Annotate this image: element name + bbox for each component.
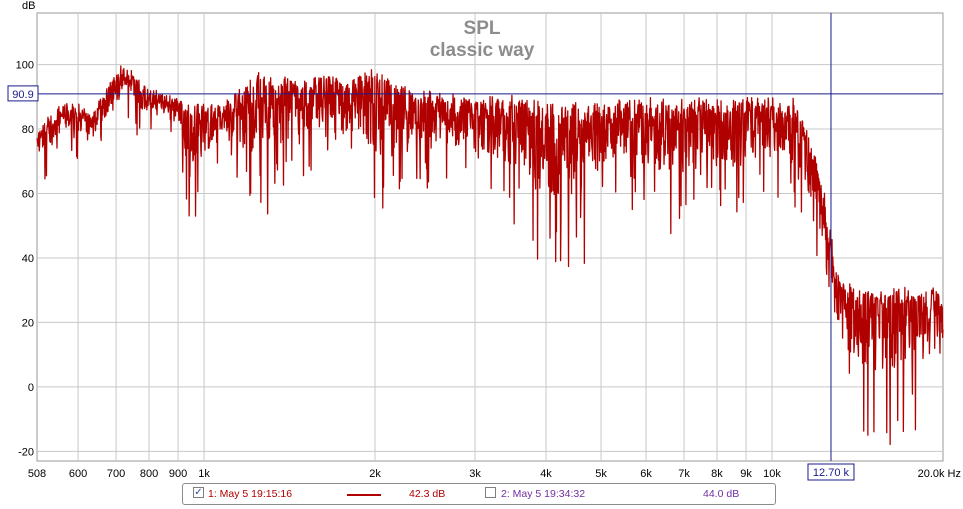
series-2-cursor-value: 44.0 dB	[703, 488, 740, 500]
y-tick-label: 80	[22, 124, 34, 136]
x-tick-label: 6k	[640, 468, 652, 480]
x-tick-label: 508	[28, 468, 46, 480]
x-tick-label: 3k	[469, 468, 481, 480]
x-tick-label: 900	[169, 468, 187, 480]
y-tick-label: 60	[22, 188, 34, 200]
x-tick-label: 8k	[711, 468, 723, 480]
cursor-layer[interactable]: 90.9 12.70 k	[7, 13, 943, 481]
x-tick-label: 4k	[540, 468, 552, 480]
chart-title: SPL	[464, 18, 501, 39]
y-tick-label: -20	[18, 446, 34, 458]
x-tick-label: 10k	[763, 468, 781, 480]
y-tick-label: 100	[16, 60, 34, 72]
y-tick-label: 40	[22, 253, 34, 265]
series-1-swatch	[347, 494, 381, 496]
series-layer	[36, 65, 944, 446]
series-1-checkbox[interactable]: ✓	[193, 487, 204, 498]
cursor-y-box	[7, 85, 39, 102]
series-2-checkbox[interactable]	[485, 487, 496, 498]
x-tick-label: 9k	[740, 468, 752, 480]
y-tick-label: 0	[28, 382, 34, 394]
x-tick-label: 20.0k Hz	[918, 468, 961, 480]
y-tick-label: 20	[22, 317, 34, 329]
tick-labels: -20 0 20 40 60 80 100 508 600 700 800 900 1k 2k 3k 4k 5k…	[16, 60, 961, 480]
cursor-x-readout: 12.70 k	[813, 467, 850, 479]
series-1-line	[36, 65, 944, 446]
legend: ✓ 1: May 5 19:15:16 42.3 dB 2: May 5 19:…	[182, 483, 776, 505]
x-tick-label: 800	[140, 468, 158, 480]
x-tick-label: 7k	[678, 468, 690, 480]
series-1-cursor-value: 42.3 dB	[409, 488, 446, 500]
x-tick-label: 600	[69, 468, 87, 480]
cursor-x-box	[807, 463, 855, 481]
series-2-name: 2: May 5 19:34:32	[501, 488, 586, 500]
series-1-name: 1: May 5 19:15:16	[208, 488, 293, 500]
chart-subtitle: classic way	[430, 40, 535, 61]
y-axis-label: dB	[22, 0, 35, 12]
x-tick-label: 2k	[369, 468, 381, 480]
x-tick-label: 700	[107, 468, 125, 480]
plot-background	[36, 12, 944, 462]
x-tick-label: 5k	[595, 468, 607, 480]
x-tick-label: 1k	[198, 468, 210, 480]
cursor-y-readout: 90.9	[12, 89, 33, 101]
